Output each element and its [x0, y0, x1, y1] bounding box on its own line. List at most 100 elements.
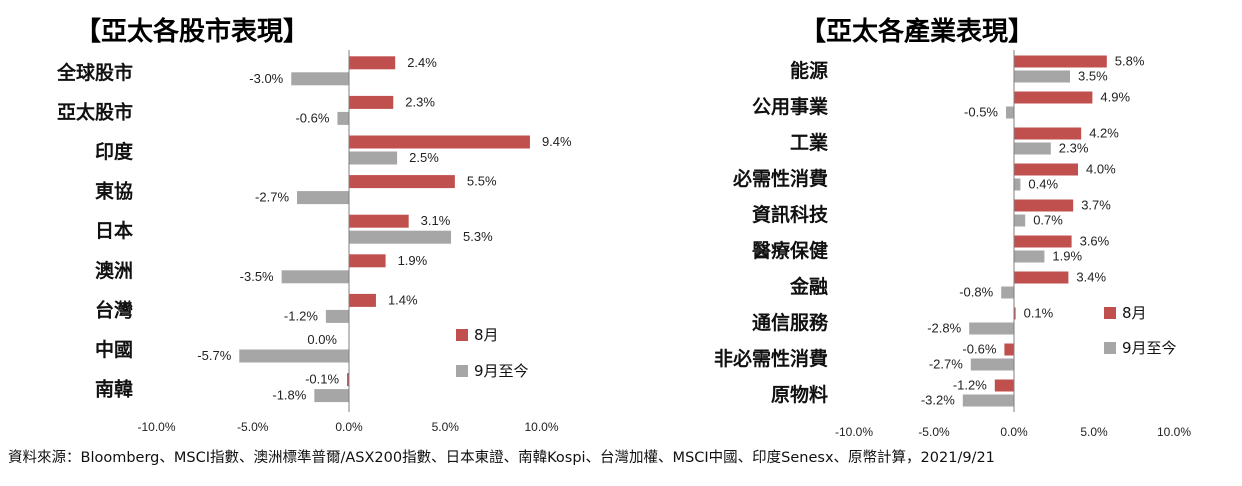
- category-label: 通信服務: [752, 311, 829, 334]
- source-note: 資料來源：Bloomberg、MSCI指數、澳洲標準普爾/ASX200指數、日本…: [8, 450, 995, 466]
- bar-sep-to-date: [1014, 214, 1026, 227]
- data-label: 2.3%: [405, 94, 435, 109]
- bar-sep-to-date: [291, 72, 349, 86]
- data-label: -0.1%: [305, 372, 339, 387]
- bar-sep-to-date: [1001, 286, 1014, 299]
- data-label: 5.8%: [1115, 54, 1145, 69]
- category-label: 亞太股市: [57, 100, 133, 123]
- x-tick-label: -10.0%: [835, 425, 873, 439]
- category-label: 印度: [95, 140, 134, 163]
- bar-sep-to-date: [337, 111, 349, 125]
- category-label: 全球股市: [56, 61, 133, 84]
- data-label: 3.6%: [1080, 234, 1110, 249]
- legend-swatch-aug: [456, 329, 468, 341]
- category-label: 台灣: [95, 298, 133, 321]
- data-label: -1.2%: [284, 308, 318, 323]
- data-label: 0.1%: [1024, 306, 1054, 321]
- chart-title: 【亞太各產業表現】: [800, 16, 1034, 47]
- bar-aug: [1014, 271, 1069, 284]
- data-label: -0.5%: [964, 105, 998, 120]
- chart-canvas: 【亞太各股市表現】全球股市 2.4% -3.0% 亞太股市 2.3% -0.6% 印度 9.4…: [56, 16, 1191, 439]
- x-tick-label: -10.0%: [137, 420, 175, 434]
- legend-swatch-aug: [1104, 307, 1116, 319]
- category-label: 資訊科技: [752, 203, 829, 226]
- data-label: -5.7%: [197, 348, 231, 363]
- category-label: 南韓: [95, 378, 133, 401]
- bar-sep-to-date: [314, 389, 349, 403]
- bar-sep-to-date: [239, 349, 349, 363]
- legend-swatch-sep: [456, 365, 468, 377]
- category-label: 必需性消費: [732, 167, 828, 190]
- bar-sep-to-date: [969, 322, 1014, 335]
- bar-aug: [1014, 199, 1074, 212]
- bar-sep-to-date: [349, 230, 452, 244]
- bar-aug: [1004, 343, 1014, 356]
- bar-aug: [349, 214, 409, 228]
- data-label: 3.4%: [1076, 270, 1106, 285]
- bar-aug: [1014, 235, 1072, 248]
- bar-aug: [1014, 307, 1016, 320]
- data-label: 4.9%: [1100, 90, 1130, 105]
- data-label: -1.2%: [953, 378, 987, 393]
- x-tick-label: 10.0%: [524, 420, 558, 434]
- category-label: 中國: [95, 338, 133, 361]
- category-label: 金融: [789, 275, 828, 298]
- data-label: 1.9%: [398, 253, 428, 268]
- legend-label: 8月: [474, 326, 499, 344]
- data-label: -0.6%: [962, 342, 996, 357]
- bar-aug: [1014, 163, 1078, 176]
- data-label: 1.4%: [388, 292, 418, 307]
- data-label: 3.5%: [1078, 69, 1108, 84]
- data-label: -1.8%: [272, 388, 306, 403]
- bar-aug: [1014, 127, 1082, 140]
- bar-aug: [349, 56, 396, 70]
- bar-sep-to-date: [349, 151, 398, 165]
- data-label: -3.5%: [240, 269, 274, 284]
- x-tick-label: 5.0%: [432, 420, 460, 434]
- bar-aug: [347, 373, 349, 387]
- legend-label: 9月至今: [474, 362, 529, 380]
- data-label: 9.4%: [542, 134, 572, 149]
- category-label: 工業: [790, 131, 829, 154]
- chart-stock-markets: 【亞太各股市表現】全球股市 2.4% -3.0% 亞太股市 2.3% -0.6% 印度 9.4…: [56, 16, 572, 434]
- x-tick-label: 0.0%: [335, 420, 363, 434]
- data-label: -3.0%: [249, 71, 283, 86]
- data-label: 0.4%: [1028, 177, 1058, 192]
- bar-aug: [349, 175, 455, 189]
- data-label: 2.4%: [407, 55, 437, 70]
- data-label: 5.5%: [467, 174, 497, 189]
- bar-sep-to-date: [297, 191, 349, 205]
- data-label: 0.7%: [1033, 213, 1063, 228]
- chart-title: 【亞太各股市表現】: [75, 16, 309, 47]
- category-label: 能源: [790, 59, 828, 82]
- data-label: -0.8%: [959, 285, 993, 300]
- legend-swatch-sep: [1104, 342, 1116, 354]
- category-label: 澳洲: [95, 259, 133, 282]
- chart-industries: 【亞太各產業表現】能源 5.8% 3.5% 公用事業 4.9% -0.5% 工業 4.2%2.…: [714, 16, 1191, 439]
- data-label: -2.7%: [929, 357, 963, 372]
- bar-sep-to-date: [1014, 142, 1051, 155]
- data-label: 3.1%: [421, 213, 451, 228]
- data-label: 4.0%: [1086, 162, 1116, 177]
- data-label: -3.2%: [921, 393, 955, 408]
- bar-aug: [994, 379, 1014, 392]
- legend-label: 8月: [1122, 304, 1147, 322]
- bar-sep-to-date: [1006, 106, 1014, 119]
- x-tick-label: -5.0%: [237, 420, 269, 434]
- data-label: 2.5%: [409, 150, 439, 165]
- bar-sep-to-date: [1014, 70, 1070, 83]
- bar-sep-to-date: [970, 358, 1014, 371]
- bar-aug: [1014, 91, 1093, 104]
- x-tick-label: 10.0%: [1157, 425, 1191, 439]
- data-label: 4.2%: [1089, 126, 1119, 141]
- category-label: 公用事業: [752, 95, 829, 118]
- x-tick-label: 0.0%: [1000, 425, 1028, 439]
- bar-aug: [349, 293, 376, 307]
- data-label: 5.3%: [463, 229, 493, 244]
- data-label: 0.0%: [307, 332, 337, 347]
- data-label: 2.3%: [1059, 141, 1089, 156]
- category-label: 日本: [95, 219, 133, 242]
- legend-label: 9月至今: [1122, 339, 1177, 357]
- category-label: 非必需性消費: [714, 347, 828, 370]
- data-label: 3.7%: [1081, 198, 1111, 213]
